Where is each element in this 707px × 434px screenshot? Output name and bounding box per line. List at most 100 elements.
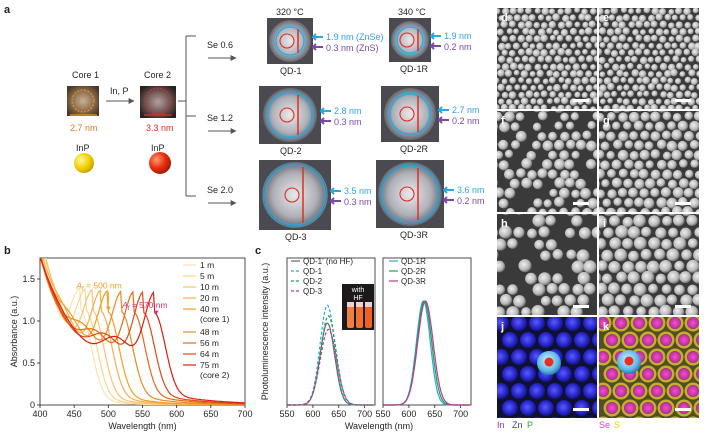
panel-h-image: [497, 214, 597, 315]
tem-nanocrystal: [678, 178, 689, 189]
tem-nanocrystal: [673, 236, 687, 250]
tem-nanocrystal: [498, 225, 513, 239]
eds-particle: [624, 402, 636, 414]
tem-nanocrystal: [609, 215, 621, 227]
tem-nanocrystal: [557, 104, 565, 109]
abs-annotation-head: [105, 306, 111, 311]
tem-nanocrystal: [548, 131, 558, 141]
tem-nanocrystal: [662, 215, 673, 227]
tem-nanocrystal: [643, 90, 650, 97]
tem-nanocrystal: [521, 177, 533, 189]
tem-nanocrystal: [618, 168, 629, 178]
tem-nanocrystal: [505, 84, 513, 92]
tem-nanocrystal: [499, 121, 510, 133]
tem-nanocrystal: [582, 207, 593, 212]
core2-size: 3.3 nm: [146, 123, 174, 133]
panel-j-scalebar: [573, 408, 589, 411]
tem-nanocrystal: [660, 76, 667, 84]
tem-nanocrystal: [679, 84, 687, 91]
eds-particle: [520, 400, 536, 416]
eds-particle: [497, 349, 509, 365]
tem-nanocrystal: [662, 151, 672, 160]
tem-nanocrystal: [525, 104, 533, 109]
tem-nanocrystal: [616, 84, 623, 92]
tem-nanocrystal: [554, 177, 566, 189]
tem-nanocrystal: [634, 178, 645, 190]
tem-nanocrystal: [528, 56, 536, 64]
tem-nanocrystal: [610, 8, 619, 15]
tem-nanocrystal: [516, 214, 522, 215]
tem-nanocrystal: [620, 76, 627, 83]
tem-nanocrystal: [517, 103, 526, 109]
tem-nanocrystal: [554, 196, 565, 208]
tem-nanocrystal: [680, 56, 687, 63]
hf-vial-cap: [347, 302, 354, 307]
tem-nanocrystal: [644, 141, 654, 151]
tem-nanocrystal: [587, 198, 597, 209]
tem-nanocrystal: [576, 41, 584, 49]
tem-nanocrystal: [497, 187, 505, 198]
tem-nanocrystal: [569, 14, 577, 21]
tem-nanocrystal: [522, 41, 529, 49]
tem-nanocrystal: [628, 187, 639, 198]
tem-nanocrystal: [497, 69, 505, 77]
tem-nanocrystal: [647, 83, 656, 91]
eds-particle: [592, 400, 597, 416]
tem-nanocrystal: [611, 177, 623, 188]
tem-nanocrystal: [678, 197, 688, 207]
tem-nanocrystal: [650, 188, 660, 198]
core2-material: InP: [151, 143, 165, 153]
tem-nanocrystal: [533, 35, 541, 43]
eds-particle: [497, 417, 505, 418]
tem-nanocrystal: [695, 97, 699, 105]
eds-particle: [547, 317, 563, 331]
tem-nanocrystal: [654, 294, 667, 307]
tem-nanocrystal: [686, 214, 698, 227]
tem-nanocrystal: [497, 161, 499, 169]
tem-nanocrystal: [537, 132, 547, 142]
tem-nanocrystal: [680, 294, 693, 307]
tem-nanocrystal: [580, 188, 592, 200]
tem-nanocrystal: [585, 84, 593, 92]
pl-legend-label: QD-1' (no HF): [303, 257, 353, 266]
tem-nanocrystal: [525, 90, 534, 98]
eds-particle: [696, 334, 699, 346]
hf-inset-label: with HF: [351, 287, 365, 302]
tem-nanocrystal: [559, 150, 570, 161]
tem-nanocrystal: [592, 96, 597, 105]
qd1r-znse-ring: [396, 26, 424, 54]
tem-nanocrystal: [661, 206, 671, 212]
tem-nanocrystal: [641, 226, 652, 238]
tem-nanocrystal: [603, 227, 614, 239]
tem-nanocrystal: [666, 248, 680, 262]
tem-nanocrystal: [696, 70, 699, 78]
abs-xtick-label: 500: [101, 409, 116, 419]
tem-nanocrystal: [640, 248, 652, 260]
tem-nanocrystal: [651, 90, 658, 97]
tem-nanocrystal: [647, 111, 653, 113]
tem-nanocrystal: [632, 29, 639, 36]
tem-nanocrystal: [618, 112, 629, 123]
tem-nanocrystal: [599, 200, 600, 206]
tem-nanocrystal: [596, 23, 597, 27]
tem-nanocrystal: [663, 0, 671, 7]
tem-nanocrystal: [650, 149, 661, 159]
eds-particle: [669, 317, 681, 329]
tem-nanocrystal: [509, 8, 517, 15]
tem-nanocrystal: [497, 180, 498, 186]
tem-nanocrystal: [568, 56, 577, 64]
tem-nanocrystal: [652, 49, 659, 56]
eds-particle: [533, 417, 541, 418]
tem-nanocrystal: [538, 2, 544, 8]
tem-nanocrystal: [672, 306, 685, 315]
tem-nanocrystal: [608, 260, 621, 274]
tem-nanocrystal: [500, 103, 508, 109]
tem-nanocrystal: [622, 238, 634, 250]
qd2r-zns-arrow: [437, 116, 449, 124]
qd2-name: QD-2: [280, 146, 302, 156]
tem-nanocrystal: [606, 131, 616, 142]
tem-nanocrystal: [538, 272, 552, 286]
qd3-particle: [262, 162, 328, 228]
tem-nanocrystal: [564, 294, 577, 306]
tem-nanocrystal: [648, 28, 655, 35]
